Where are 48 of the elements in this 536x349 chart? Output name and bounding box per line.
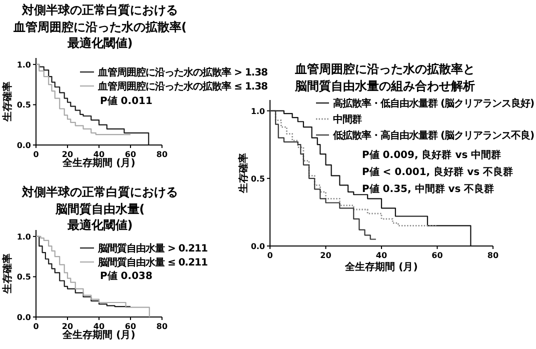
chart-subtitle: 血管周囲腔に沿った水の拡散率(最適化閾値) (12, 20, 187, 50)
y-tick-label: 0.5 (250, 174, 266, 184)
legend-label: 脳間質自由水量 ≤ 0.211 (97, 256, 208, 268)
x-tick-label: 0 (267, 251, 274, 260)
x-tick-label: 80 (487, 251, 499, 260)
legend-label: 血管周囲腔に沿った水の拡散率 > 1.38 (97, 66, 268, 78)
x-axis-title: 全生存期間 (月) (344, 261, 418, 273)
x-tick-label: 60 (432, 251, 444, 260)
x-tick-label: 60 (124, 322, 136, 331)
legend-label: 脳間質自由水量 > 0.211 (97, 242, 208, 254)
x-axis-title: 全生存期間 (月) (62, 157, 136, 169)
legend-label: 血管周囲腔に沿った水の拡散率 ≤ 1.38 (97, 80, 268, 92)
y-tick-label: 1.0 (250, 106, 266, 116)
chart-subtitle: 脳間質自由水量の組み合わせ解析 (294, 79, 475, 93)
chart-title: 対側半球の正常白質における (21, 3, 178, 17)
x-tick-label: 80 (156, 150, 168, 159)
chart-subtitle: 脳間質自由水量(最適化閾値) (54, 202, 145, 232)
x-tick-label: 40 (376, 251, 388, 260)
y-tick-label: 1.0 (16, 60, 32, 70)
y-tick-label: 0.5 (16, 100, 32, 110)
x-tick-label: 40 (93, 322, 105, 331)
y-axis-title: 生存確率 (2, 254, 14, 294)
annotation: P値 < 0.001, 良好群 vs 不良群 (362, 166, 514, 178)
annotation: P値 0.011 (100, 95, 152, 107)
x-tick-label: 20 (320, 251, 332, 260)
x-tick-label: 20 (62, 322, 74, 331)
y-axis-title: 生存確率 (2, 82, 14, 122)
chart-title: 血管周囲腔に沿った水の拡散率と (294, 62, 475, 76)
x-tick-label: 80 (156, 322, 168, 331)
legend-label: 高拡散率・低自由水量群 (脳クリアランス良好) (333, 98, 534, 110)
x-tick-label: 0 (33, 322, 40, 331)
x-tick-label: 0 (33, 150, 40, 159)
annotation: P値 0.35, 中間群 vs 不良群 (362, 183, 494, 195)
y-tick-label: 0.0 (16, 313, 32, 322)
y-tick-label: 1.0 (16, 232, 32, 242)
y-tick-label: 0.5 (16, 272, 32, 282)
x-tick-label: 20 (62, 150, 74, 159)
annotation: P値 0.038 (100, 270, 152, 282)
y-tick-label: 0.0 (250, 242, 266, 251)
chart-title: 対側半球の正常白質における (21, 185, 178, 199)
y-tick-label: 0.0 (16, 141, 32, 150)
legend-label: 中間群 (333, 114, 362, 126)
annotation: P値 0.009, 良好群 vs 中間群 (362, 149, 502, 161)
x-tick-label: 40 (93, 150, 105, 159)
legend-label: 低拡散率・高自由水量群 (脳クリアランス不良) (332, 130, 534, 142)
x-tick-label: 60 (124, 150, 136, 159)
x-axis-title: 全生存期間 (月) (62, 329, 136, 341)
y-axis-title: 生存確率 (238, 153, 250, 194)
